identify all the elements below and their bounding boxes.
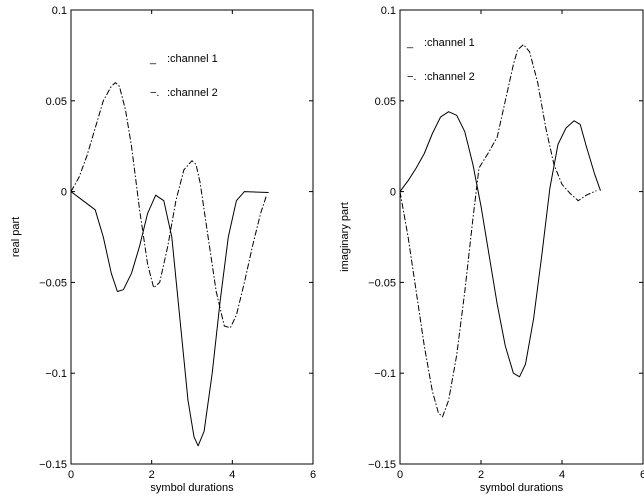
legend-label-1: :channel 1	[167, 53, 218, 65]
legend-marker-2: −.	[407, 71, 416, 83]
x-tick-label: 6	[640, 469, 644, 481]
y-tick-label: −0.15	[39, 459, 67, 471]
legend-label-2: :channel 2	[424, 71, 475, 83]
x-tick-label: 4	[229, 469, 235, 481]
y-tick-label: −0.05	[368, 277, 396, 289]
y-tick-label: 0	[61, 187, 67, 199]
y-axis-label: real part	[10, 217, 22, 257]
x-axis-label: symbol durations	[150, 482, 234, 494]
x-tick-label: 2	[478, 469, 484, 481]
x-tick-label: 0	[397, 469, 403, 481]
legend-marker-2: −.	[150, 87, 159, 99]
y-tick-label: −0.15	[368, 459, 396, 471]
y-tick-label: 0.05	[46, 96, 67, 108]
legend-label-1: :channel 1	[424, 37, 475, 49]
x-axis-label: symbol durations	[480, 482, 564, 494]
x-tick-label: 0	[68, 469, 74, 481]
y-axis-label: imaginary part	[339, 202, 351, 272]
y-tick-label: 0.05	[375, 96, 396, 108]
y-tick-label: −0.05	[39, 277, 67, 289]
y-tick-label: −0.1	[374, 368, 396, 380]
y-tick-label: 0	[390, 187, 396, 199]
legend-marker-1: _	[149, 53, 157, 65]
x-tick-label: 4	[559, 469, 565, 481]
x-tick-label: 2	[149, 469, 155, 481]
x-tick-label: 6	[310, 469, 316, 481]
legend-marker-1: _	[406, 37, 414, 49]
y-tick-label: 0.1	[52, 5, 67, 17]
y-tick-label: −0.1	[45, 368, 67, 380]
legend-label-2: :channel 2	[167, 87, 218, 99]
y-tick-label: 0.1	[381, 5, 396, 17]
